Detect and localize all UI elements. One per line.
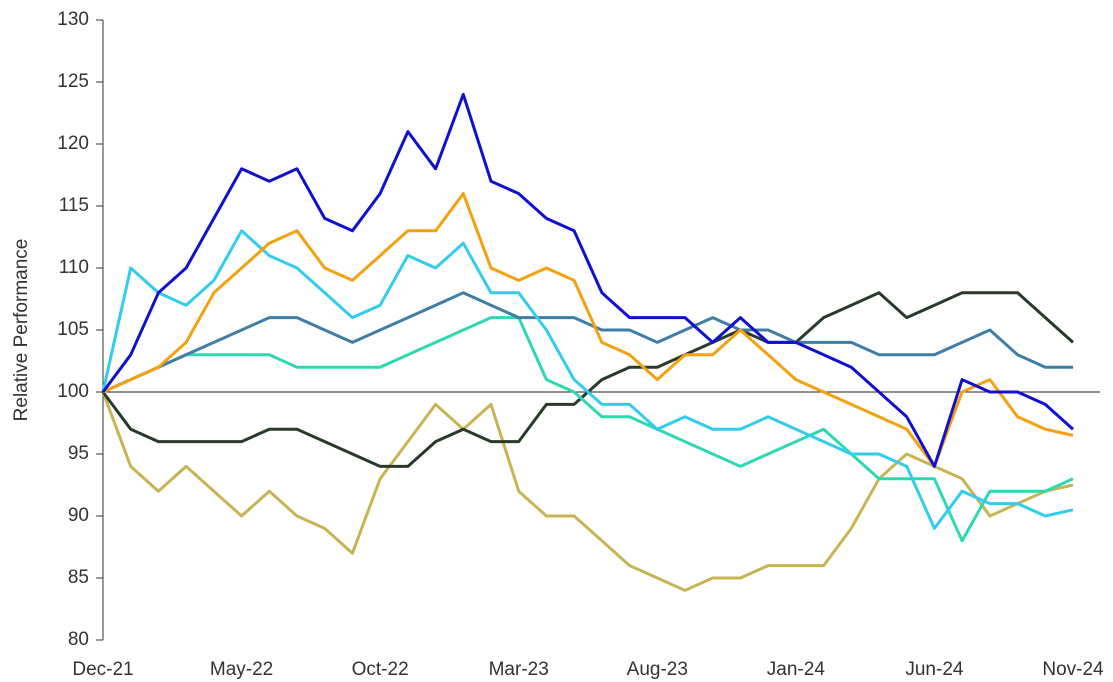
y-tick-label: 85 [68,567,89,588]
x-tick-label: Dec-21 [72,659,133,680]
y-axis-label: Relative Performance [11,239,32,422]
series-line [102,291,1073,394]
y-tick-label: 80 [68,629,89,650]
x-tick-label: Nov-24 [1042,659,1104,680]
y-tick-label: 90 [68,505,89,526]
series-line [102,192,1074,468]
series-line [101,92,1075,468]
y-tick-label: 125 [57,71,89,92]
series-line [101,229,1074,530]
series-line [101,291,1075,468]
y-tick-label: 120 [57,133,89,154]
x-tick-label: Oct-22 [352,659,409,680]
x-tick-label: Mar-23 [489,659,549,680]
x-tick-label: Jan-24 [767,659,826,680]
series-line [101,391,1074,592]
y-tick-label: 100 [57,381,89,402]
y-tick-label: 130 [57,9,89,30]
x-tick-label: Aug-23 [627,659,688,680]
series-line [102,316,1074,543]
y-tick-label: 105 [57,319,89,340]
y-tick-label: 115 [59,195,89,216]
y-tick-label: 95 [68,443,89,464]
x-tick-label: May-22 [210,659,273,680]
y-tick-label: 110 [59,257,89,278]
x-tick-label: Jun-24 [905,659,964,680]
